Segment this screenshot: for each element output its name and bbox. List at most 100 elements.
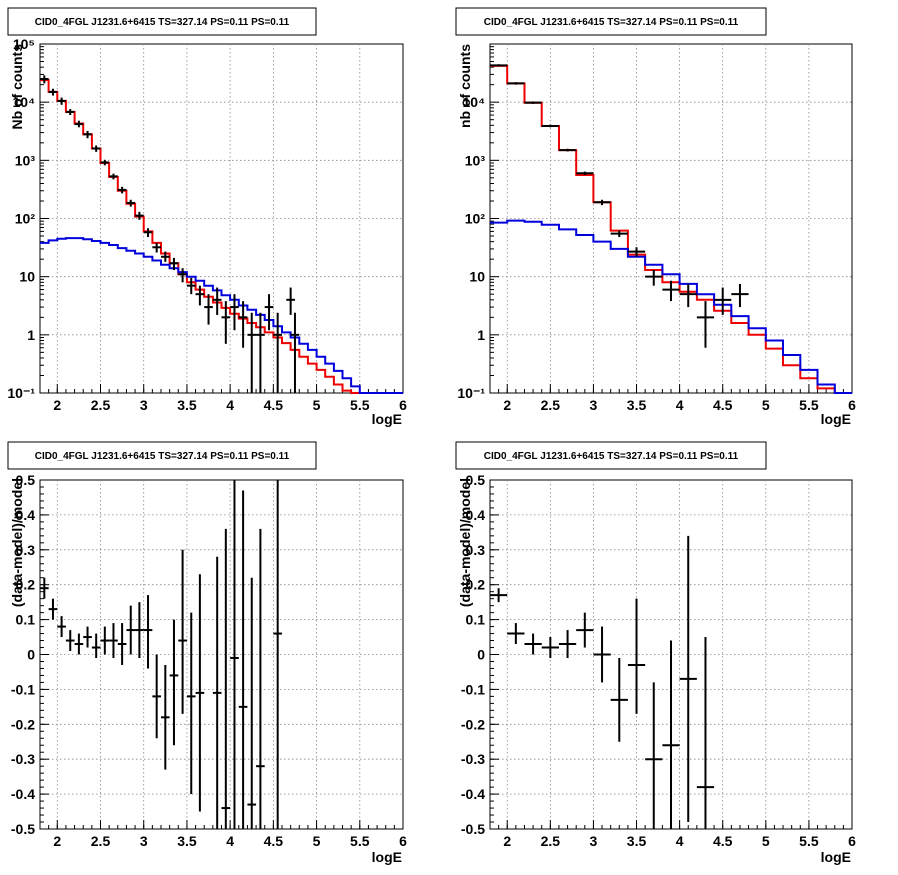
- data-point: [576, 171, 594, 175]
- plot-area: 2 2.5 3 3.5 4 4.5 5 5.5 6 10⁻¹ 1 10 10² 10³ 10⁴: [457, 43, 856, 413]
- plot-area: 2 2.5 3 3.5 4 4.5 5 5.5 6 -0.5 -0.4 -0.3 -0.2 -0.1 0 0.…: [461, 472, 856, 849]
- data-point: [610, 657, 628, 742]
- data-point: [256, 528, 265, 829]
- y-tick-label: 0.3: [16, 542, 36, 558]
- data-point: [507, 82, 525, 85]
- panel-title: CID0_4FGL J1231.6+6415 TS=327.14 PS=0.11…: [35, 17, 290, 28]
- panel-bottom-right: CID0_4FGL J1231.6+6415 TS=327.14 PS=0.11…: [455, 441, 856, 865]
- panel-title: CID0_4FGL J1231.6+6415 TS=327.14 PS=0.11…: [484, 451, 739, 462]
- data-point: [645, 682, 663, 829]
- data-point: [161, 664, 170, 770]
- data-point: [195, 574, 205, 812]
- data-point: [91, 145, 101, 152]
- x-tick-label: 4.5: [713, 833, 733, 849]
- data-point: [48, 598, 58, 620]
- data-point: [178, 268, 187, 283]
- panel-top-left: CID0_4FGL J1231.6+6415 TS=327.14 PS=0.11…: [7, 7, 407, 427]
- x-axis-label: logE: [821, 411, 851, 427]
- data-point: [273, 312, 282, 393]
- data-point: [662, 640, 680, 829]
- x-tick-label: 5: [313, 397, 321, 413]
- data-point: [143, 228, 153, 238]
- data-point: [57, 97, 66, 105]
- data-point: [74, 120, 84, 128]
- x-tick-label: 6: [848, 833, 856, 849]
- panel-bottom-left: CID0_4FGL J1231.6+6415 TS=327.14 PS=0.11…: [7, 441, 407, 865]
- y-tick-label: 10²: [465, 211, 486, 227]
- x-tick-label: 4: [676, 397, 684, 413]
- x-tick-label: 2: [503, 397, 511, 413]
- data-point: [100, 626, 110, 655]
- data-point: [230, 480, 239, 829]
- data-point: [627, 247, 646, 257]
- x-tick-label: 3: [140, 833, 148, 849]
- data-point: [195, 285, 205, 306]
- x-tick-label: 2: [53, 397, 61, 413]
- x-tick-label: 3: [140, 397, 148, 413]
- x-tick-label: 3: [590, 397, 598, 413]
- data-point: [238, 490, 248, 829]
- data-point: [290, 312, 300, 393]
- x-tick-label: 5: [313, 833, 321, 849]
- data-point: [65, 630, 75, 652]
- y-axis-label: Nb of counts: [9, 44, 25, 130]
- data-point: [152, 654, 161, 739]
- data-point: [524, 101, 542, 104]
- y-axis-label: (data-model)/model: [457, 478, 473, 607]
- x-tick-label: 4.5: [264, 397, 284, 413]
- data-point: [679, 535, 697, 823]
- y-tick-label: 10⁴: [463, 94, 486, 110]
- data-point: [264, 294, 274, 331]
- data-point: [40, 577, 49, 599]
- data-point: [627, 598, 646, 714]
- x-tick-label: 6: [848, 397, 856, 413]
- data-point: [83, 626, 92, 648]
- y-tick-label: 10: [19, 269, 35, 285]
- x-tick-label: 4: [226, 397, 234, 413]
- data-point: [143, 595, 153, 669]
- data-point: [541, 637, 559, 658]
- data-point: [204, 294, 213, 325]
- plot-area: 2 2.5 3 3.5 4 4.5 5 5.5 6 -0.5 -0.4 -0.3 -0.2 -0.1 0 0.…: [11, 472, 407, 849]
- data-point: [541, 124, 559, 128]
- data-point: [696, 301, 715, 348]
- data-point: [117, 623, 127, 665]
- x-tick-label: 4.5: [713, 397, 733, 413]
- data-point: [152, 242, 161, 253]
- data-point: [178, 549, 187, 714]
- x-tick-label: 3.5: [627, 833, 647, 849]
- x-tick-label: 6: [399, 833, 407, 849]
- y-tick-label: 0.2: [16, 577, 36, 593]
- plot-area: 2 2.5 3 3.5 4 4.5 5 5.5 6 10⁻¹ 1 10 10² 10³ 10⁴ 10⁵: [7, 36, 407, 413]
- x-tick-label: 5.5: [350, 833, 370, 849]
- y-tick-label: 0.1: [466, 612, 486, 628]
- x-tick-label: 5: [762, 397, 770, 413]
- component-model-line: [490, 219, 852, 394]
- y-tick-label: -0.2: [11, 716, 35, 732]
- y-tick-label: -0.5: [11, 821, 35, 837]
- data-point: [714, 287, 732, 315]
- y-tick-label: -0.4: [461, 786, 485, 802]
- data-point: [507, 623, 525, 645]
- y-axis-label: (data-model)/model: [9, 478, 25, 607]
- x-tick-label: 2.5: [541, 397, 561, 413]
- data-point: [247, 577, 257, 829]
- y-tick-label: -0.1: [11, 681, 35, 697]
- data-point: [593, 199, 611, 206]
- data-point: [731, 283, 749, 308]
- data-point: [169, 257, 179, 271]
- x-tick-label: 4: [226, 833, 234, 849]
- y-tick-label: -0.3: [461, 751, 485, 767]
- x-tick-label: 2: [503, 833, 511, 849]
- y-tick-label: 0: [27, 647, 35, 663]
- data-point: [247, 312, 257, 393]
- y-tick-label: 1: [477, 327, 485, 343]
- data-point: [558, 630, 577, 658]
- y-tick-label: -0.2: [461, 716, 485, 732]
- data-point: [558, 148, 577, 152]
- y-tick-label: 0.5: [16, 472, 36, 488]
- data-point: [645, 270, 663, 286]
- y-tick-label: 0.5: [466, 472, 486, 488]
- x-tick-label: 2: [53, 833, 61, 849]
- x-axis-label: logE: [821, 849, 851, 865]
